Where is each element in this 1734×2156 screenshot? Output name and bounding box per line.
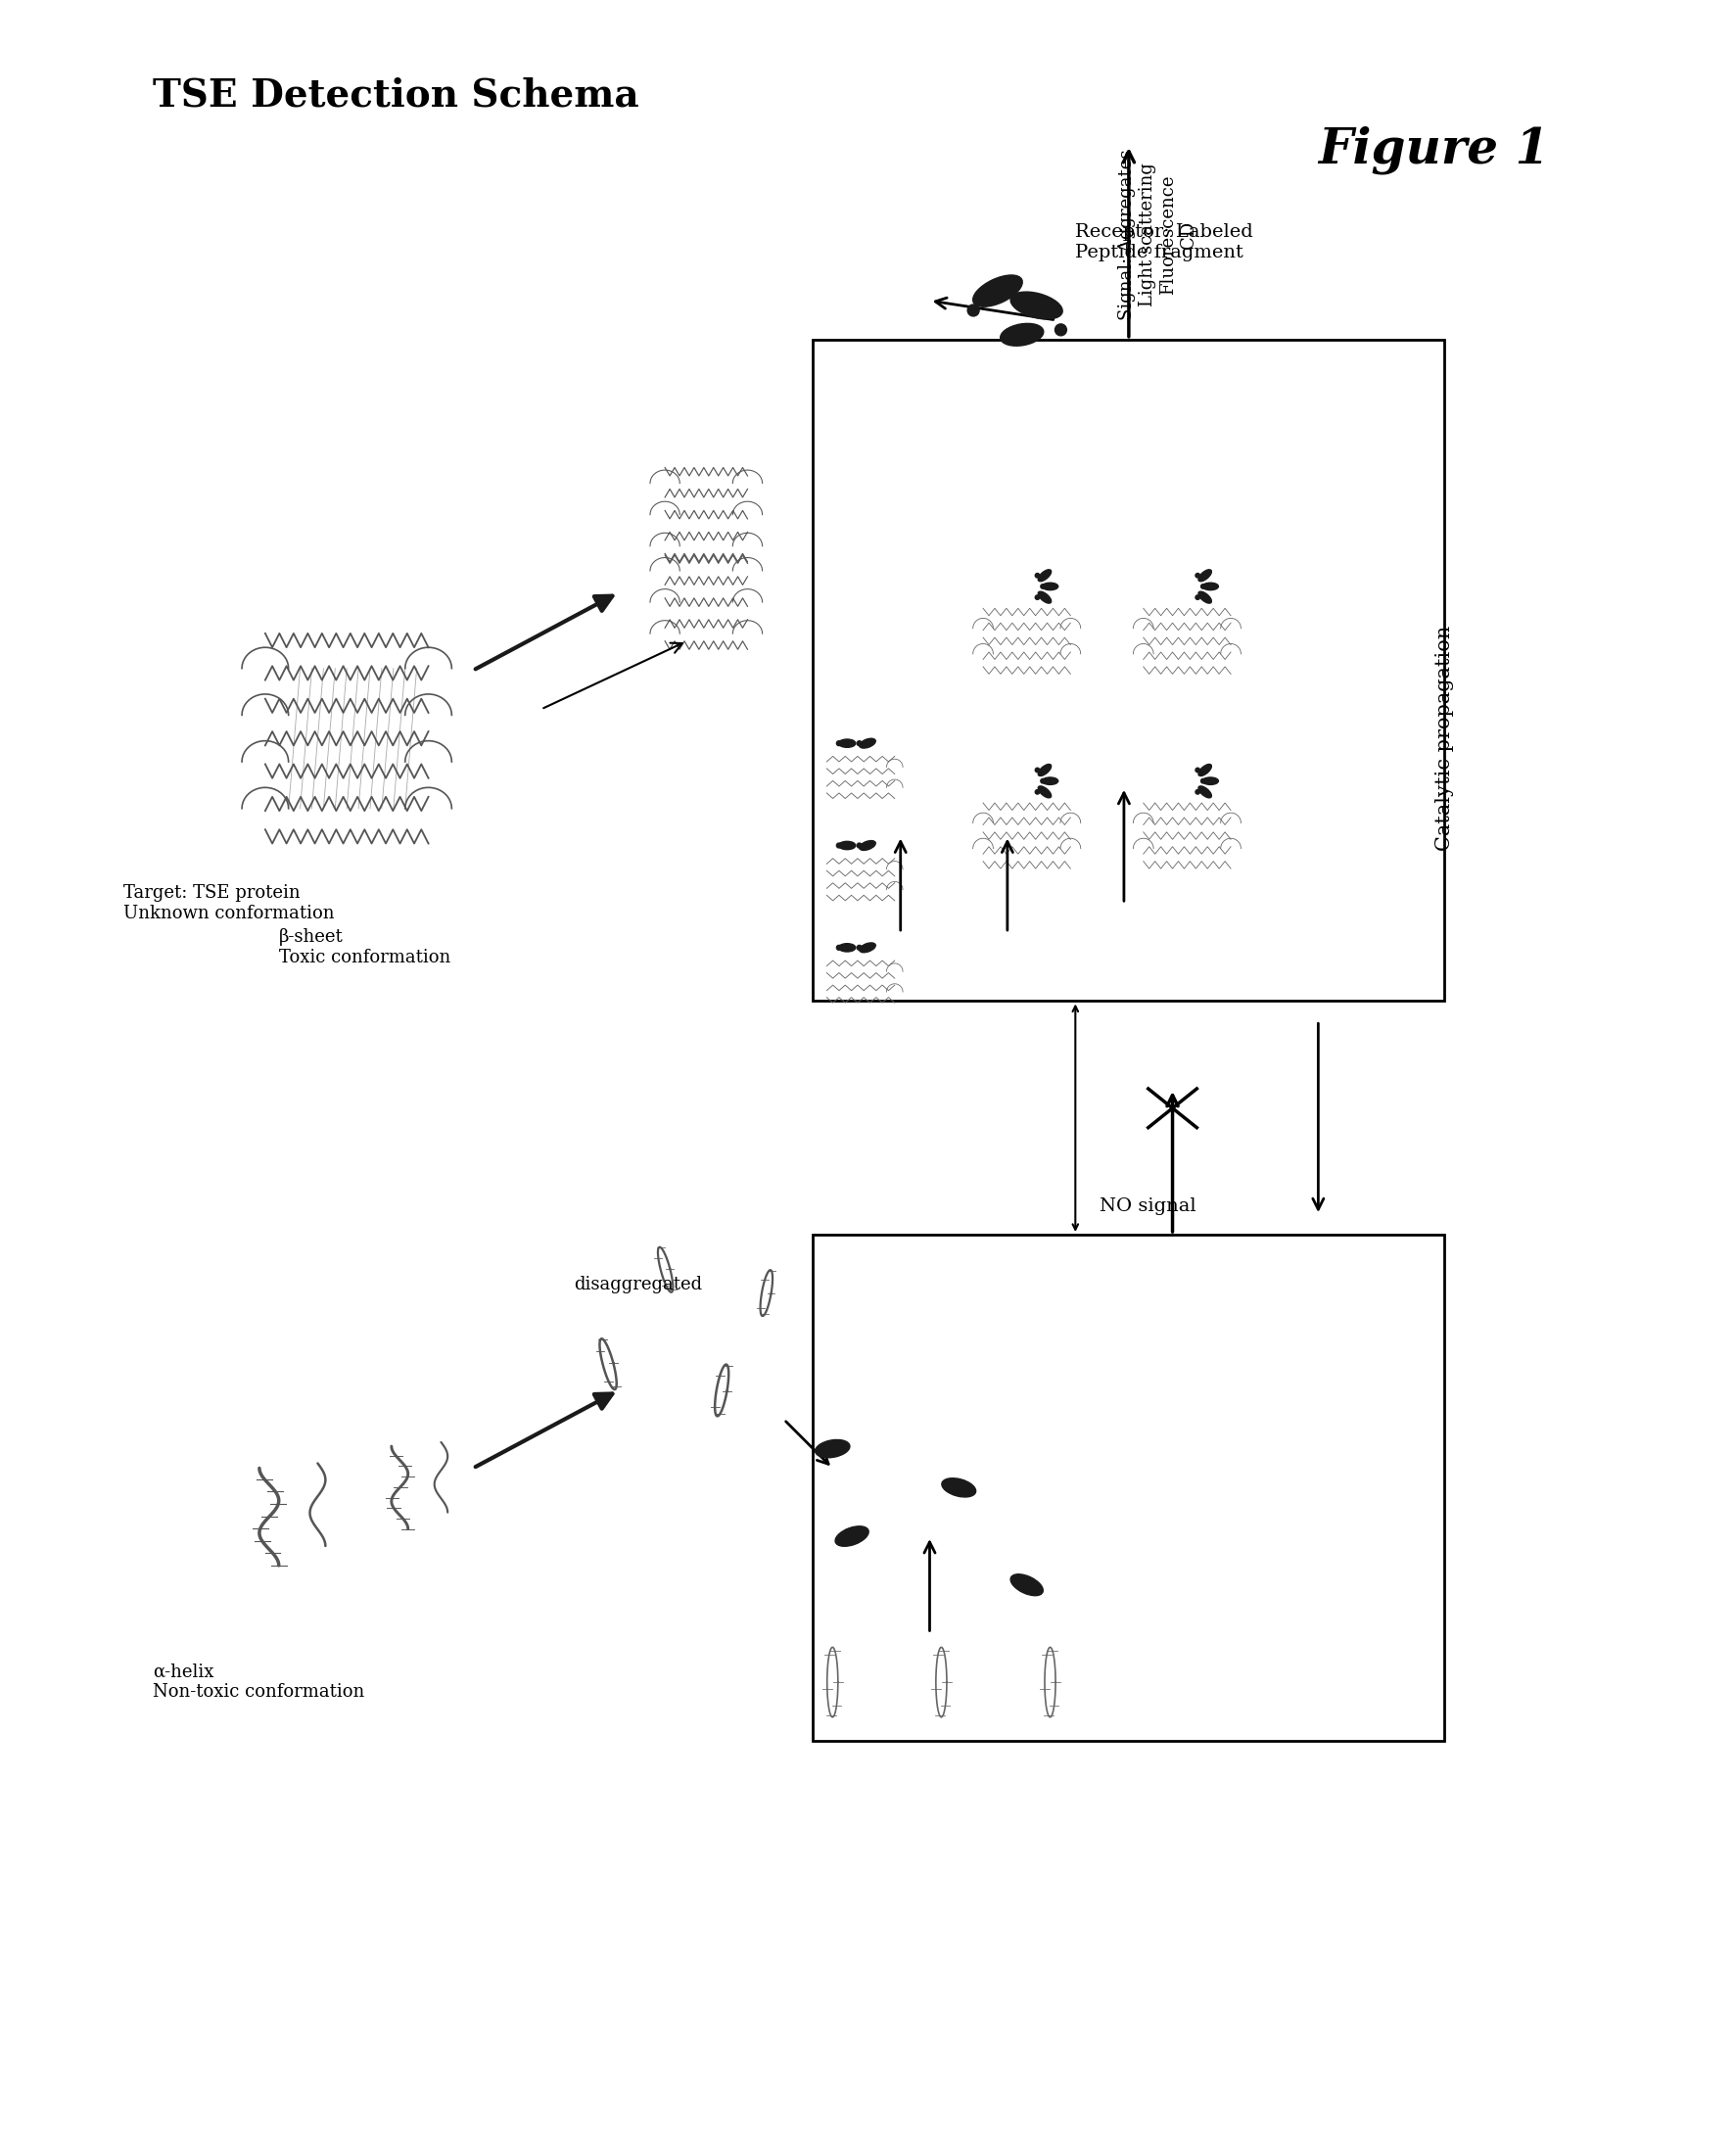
Ellipse shape: [1039, 763, 1051, 776]
Ellipse shape: [973, 276, 1023, 306]
Ellipse shape: [1202, 582, 1219, 591]
Circle shape: [857, 742, 862, 746]
Ellipse shape: [942, 1479, 976, 1496]
Circle shape: [836, 742, 841, 746]
Ellipse shape: [1198, 763, 1212, 776]
Circle shape: [1202, 584, 1205, 589]
Circle shape: [1195, 789, 1200, 793]
Ellipse shape: [1042, 778, 1058, 785]
Circle shape: [1195, 573, 1200, 578]
Ellipse shape: [1039, 591, 1051, 604]
Ellipse shape: [860, 942, 876, 953]
Ellipse shape: [839, 944, 855, 951]
Ellipse shape: [1039, 569, 1051, 582]
Circle shape: [1040, 584, 1046, 589]
Text: Target: TSE protein
Unknown conformation: Target: TSE protein Unknown conformation: [123, 884, 335, 923]
Ellipse shape: [1202, 778, 1219, 785]
Ellipse shape: [1011, 1574, 1044, 1595]
Ellipse shape: [860, 841, 876, 849]
Circle shape: [836, 843, 841, 847]
Text: disaggregated: disaggregated: [574, 1276, 702, 1294]
Text: β-sheet
Toxic conformation: β-sheet Toxic conformation: [279, 929, 451, 966]
Circle shape: [836, 944, 841, 951]
Text: NO signal: NO signal: [1099, 1197, 1196, 1216]
Text: TSE Detection Schema: TSE Detection Schema: [153, 78, 638, 114]
Circle shape: [1054, 323, 1066, 336]
Ellipse shape: [860, 740, 876, 748]
Text: Figure 1: Figure 1: [1318, 125, 1550, 175]
Circle shape: [1040, 778, 1046, 783]
Text: α-helix
Non-toxic conformation: α-helix Non-toxic conformation: [153, 1662, 364, 1701]
FancyBboxPatch shape: [813, 1235, 1444, 1740]
Ellipse shape: [839, 740, 855, 748]
Ellipse shape: [836, 1526, 869, 1546]
Circle shape: [1195, 595, 1200, 599]
Text: Catalytic propagation: Catalytic propagation: [1436, 625, 1453, 852]
Ellipse shape: [1039, 787, 1051, 798]
Circle shape: [857, 843, 862, 847]
Text: Signal: Aggregates
Light scattering
Fluorescence
CD: Signal: Aggregates Light scattering Fluo…: [1118, 149, 1196, 319]
Ellipse shape: [1198, 591, 1212, 604]
Text: Receptor: Labeled
Peptide fragment: Receptor: Labeled Peptide fragment: [1075, 224, 1254, 261]
Ellipse shape: [815, 1440, 850, 1457]
Circle shape: [1035, 573, 1040, 578]
Circle shape: [1035, 789, 1040, 793]
Circle shape: [1195, 768, 1200, 772]
Circle shape: [1035, 595, 1040, 599]
Ellipse shape: [1042, 582, 1058, 591]
Circle shape: [857, 944, 862, 951]
Circle shape: [1035, 768, 1040, 772]
Ellipse shape: [1198, 569, 1212, 582]
Circle shape: [1202, 778, 1205, 783]
Ellipse shape: [1011, 291, 1063, 319]
Ellipse shape: [1001, 323, 1044, 345]
Ellipse shape: [839, 841, 855, 849]
Circle shape: [968, 304, 980, 317]
FancyBboxPatch shape: [813, 338, 1444, 1000]
Ellipse shape: [1198, 787, 1212, 798]
